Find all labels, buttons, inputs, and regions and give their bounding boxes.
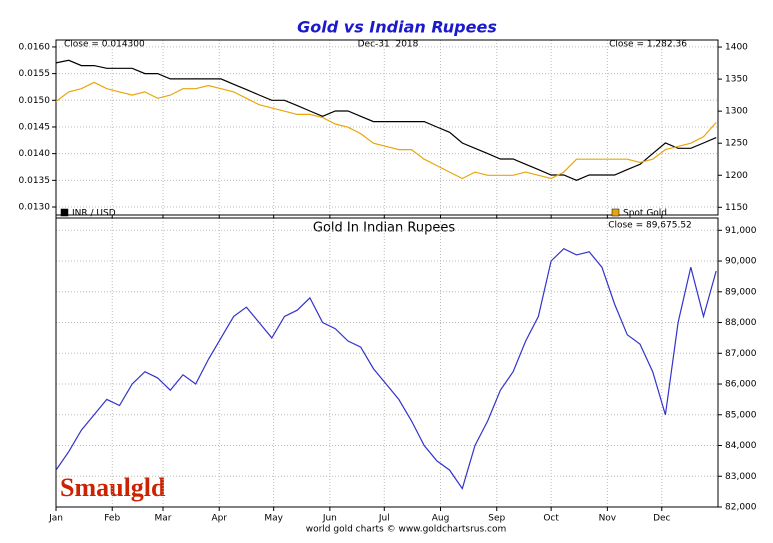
- x-tick-label: May: [264, 514, 283, 524]
- y-tick-label: 0.0135: [19, 176, 51, 186]
- y2-tick-label: 1250: [725, 139, 748, 149]
- annotation: Close = 1,282.36: [609, 40, 687, 50]
- legend-label: Spot Gold: [623, 209, 667, 219]
- y-tick-label: 84,000: [725, 441, 757, 451]
- y-tick-label: 0.0140: [19, 149, 51, 159]
- series-line: [55, 81, 717, 180]
- x-tick-label: Aug: [432, 514, 450, 524]
- x-tick-label: Dec: [653, 514, 670, 524]
- legend-swatch: [611, 208, 620, 217]
- annotation: Close = 0.014300: [64, 40, 145, 50]
- y-tick-label: 85,000: [725, 410, 757, 420]
- annotation: Close = 89,675.52: [608, 221, 692, 231]
- y-tick-label: 87,000: [725, 349, 757, 359]
- y-tick-label: 88,000: [725, 318, 757, 328]
- y-tick-label: 0.0150: [19, 96, 51, 106]
- logo: Smaulgld: [60, 473, 166, 502]
- plot-frame: [55, 217, 719, 508]
- x-tick-label: Sep: [488, 514, 505, 524]
- legend-swatch: [60, 208, 69, 217]
- x-tick-label: Jul: [378, 514, 390, 524]
- y-tick-label: 86,000: [725, 380, 757, 390]
- y2-tick-label: 1400: [725, 43, 748, 53]
- x-tick-label: Mar: [155, 514, 172, 524]
- y-tick-label: 83,000: [725, 472, 757, 482]
- y2-tick-label: 1200: [725, 171, 748, 181]
- legend-label: INR / USD: [72, 209, 116, 219]
- y-tick-label: 90,000: [725, 257, 757, 267]
- y2-tick-label: 1350: [725, 75, 748, 85]
- x-tick-label: Feb: [104, 514, 120, 524]
- x-tick-label: Apr: [211, 514, 227, 524]
- series-line: [55, 247, 717, 490]
- chart-title: Gold vs Indian Rupees: [297, 18, 497, 37]
- series-line: [55, 59, 717, 181]
- footer: world gold charts © www.goldchartsrus.co…: [306, 525, 507, 535]
- y2-tick-label: 1300: [725, 107, 748, 117]
- x-tick-label: Nov: [599, 514, 617, 524]
- y-tick-label: 89,000: [725, 287, 757, 297]
- y-tick-label: 0.0160: [19, 42, 51, 52]
- x-tick-label: Jun: [322, 514, 337, 524]
- y-tick-label: 82,000: [725, 503, 757, 513]
- y-tick-label: 91,000: [725, 226, 757, 236]
- y-tick-label: 0.0155: [19, 69, 51, 79]
- y-tick-label: 0.0145: [19, 122, 51, 132]
- x-tick-label: Jan: [48, 514, 63, 524]
- x-tick-label: Oct: [543, 514, 559, 524]
- annotation: Dec-31 2018: [358, 40, 419, 50]
- plot-frame: [55, 39, 719, 216]
- y-tick-label: 0.0130: [19, 202, 51, 212]
- y2-tick-label: 1150: [725, 203, 748, 213]
